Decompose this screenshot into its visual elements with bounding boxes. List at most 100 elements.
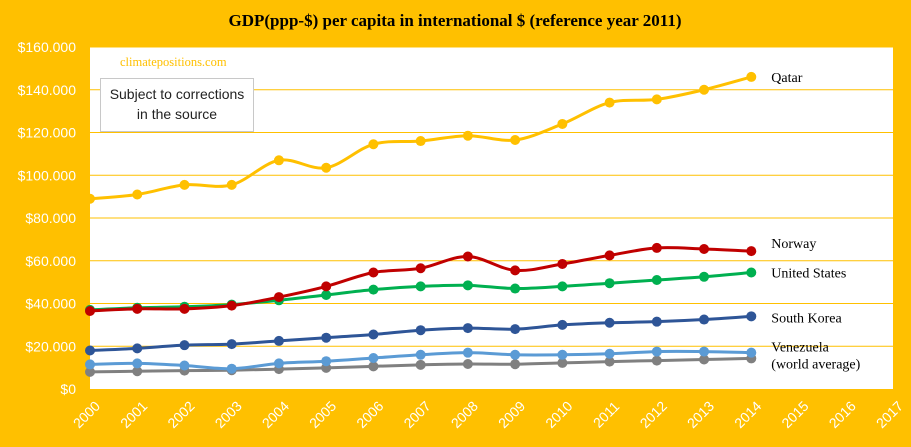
gridlines bbox=[90, 46, 893, 347]
data-point bbox=[510, 283, 521, 294]
data-point bbox=[85, 305, 95, 316]
data-point bbox=[699, 314, 710, 325]
data-point bbox=[368, 329, 379, 340]
data-point bbox=[699, 354, 710, 365]
series-lines bbox=[85, 71, 757, 377]
data-point bbox=[557, 349, 568, 360]
data-point bbox=[321, 356, 332, 367]
data-point bbox=[85, 366, 95, 377]
series-south-korea bbox=[85, 311, 757, 356]
data-point bbox=[321, 332, 332, 343]
data-point bbox=[510, 349, 521, 360]
data-point bbox=[557, 319, 568, 330]
data-point bbox=[226, 300, 237, 311]
data-point bbox=[415, 349, 426, 360]
data-point bbox=[368, 361, 379, 372]
data-point bbox=[226, 339, 237, 350]
data-point bbox=[746, 71, 757, 82]
data-point bbox=[132, 189, 143, 200]
data-point bbox=[85, 193, 95, 204]
series-label: Qatar bbox=[771, 71, 802, 86]
data-point bbox=[415, 263, 426, 274]
series-label: (world average) bbox=[771, 357, 860, 372]
series-label: South Korea bbox=[771, 311, 842, 326]
data-point bbox=[132, 343, 143, 354]
data-point bbox=[368, 284, 379, 295]
data-point bbox=[651, 346, 662, 357]
data-point bbox=[699, 243, 710, 254]
series-norway bbox=[85, 242, 757, 316]
data-point bbox=[415, 325, 426, 336]
series-venezuela bbox=[85, 346, 757, 374]
data-point bbox=[604, 278, 615, 289]
data-point bbox=[132, 358, 143, 369]
data-point bbox=[746, 311, 757, 322]
data-point bbox=[179, 303, 190, 314]
data-point bbox=[321, 289, 332, 300]
y-tick-label: $140.000 bbox=[18, 82, 77, 98]
data-point bbox=[746, 347, 757, 358]
data-point bbox=[462, 251, 473, 262]
y-tick-label: $100.000 bbox=[18, 167, 77, 183]
data-point bbox=[462, 347, 473, 358]
data-point bbox=[273, 358, 284, 369]
data-point bbox=[273, 335, 284, 346]
y-tick-label: $0 bbox=[60, 381, 76, 397]
data-point bbox=[604, 317, 615, 328]
note-line-1: Subject to corrections bbox=[109, 86, 245, 102]
series-qatar bbox=[85, 71, 757, 204]
y-axis-ticks: $0 $20.000 $40.000 $60.000 $80.000 $100.000 $1… bbox=[18, 39, 77, 397]
y-tick-label: $80.000 bbox=[25, 210, 76, 226]
data-point bbox=[462, 130, 473, 141]
data-point bbox=[604, 97, 615, 108]
data-point bbox=[462, 323, 473, 334]
data-point bbox=[368, 267, 379, 278]
data-point bbox=[699, 271, 710, 282]
data-point bbox=[132, 366, 143, 377]
data-point bbox=[557, 258, 568, 269]
data-point bbox=[604, 250, 615, 261]
data-point bbox=[651, 316, 662, 327]
watermark-text: climatepositions.com bbox=[120, 55, 227, 69]
data-point bbox=[651, 355, 662, 366]
data-point bbox=[226, 179, 237, 190]
data-point bbox=[651, 94, 662, 105]
series-labels: Qatar Norway United States South Korea Venez… bbox=[771, 71, 860, 373]
data-point bbox=[415, 136, 426, 147]
data-point bbox=[746, 267, 757, 278]
data-point bbox=[699, 346, 710, 357]
data-point bbox=[651, 274, 662, 285]
y-tick-label: $160.000 bbox=[18, 39, 77, 55]
data-point bbox=[651, 242, 662, 253]
y-tick-label: $40.000 bbox=[25, 296, 76, 312]
data-point bbox=[179, 360, 190, 371]
series-label: United States bbox=[771, 267, 846, 282]
y-tick-label: $60.000 bbox=[25, 253, 76, 269]
data-point bbox=[462, 358, 473, 369]
data-point bbox=[321, 162, 332, 173]
data-point bbox=[273, 292, 284, 303]
correction-note: Subject to corrections in the source bbox=[100, 78, 254, 132]
data-point bbox=[462, 280, 473, 291]
data-point bbox=[746, 246, 757, 257]
data-point bbox=[179, 179, 190, 190]
data-point bbox=[179, 340, 190, 351]
data-point bbox=[604, 356, 615, 367]
data-point bbox=[273, 155, 284, 166]
data-point bbox=[415, 281, 426, 292]
data-point bbox=[699, 84, 710, 95]
data-point bbox=[415, 359, 426, 370]
data-point bbox=[226, 363, 237, 374]
data-point bbox=[321, 281, 332, 292]
data-point bbox=[510, 134, 521, 145]
series-label: Venezuela bbox=[771, 341, 829, 356]
data-point bbox=[132, 303, 143, 314]
data-point bbox=[604, 348, 615, 359]
data-point bbox=[510, 359, 521, 370]
data-point bbox=[557, 357, 568, 368]
y-tick-label: $20.000 bbox=[25, 338, 76, 354]
chart-title: GDP(ppp-$) per capita in international $… bbox=[229, 11, 682, 30]
data-point bbox=[85, 359, 95, 370]
